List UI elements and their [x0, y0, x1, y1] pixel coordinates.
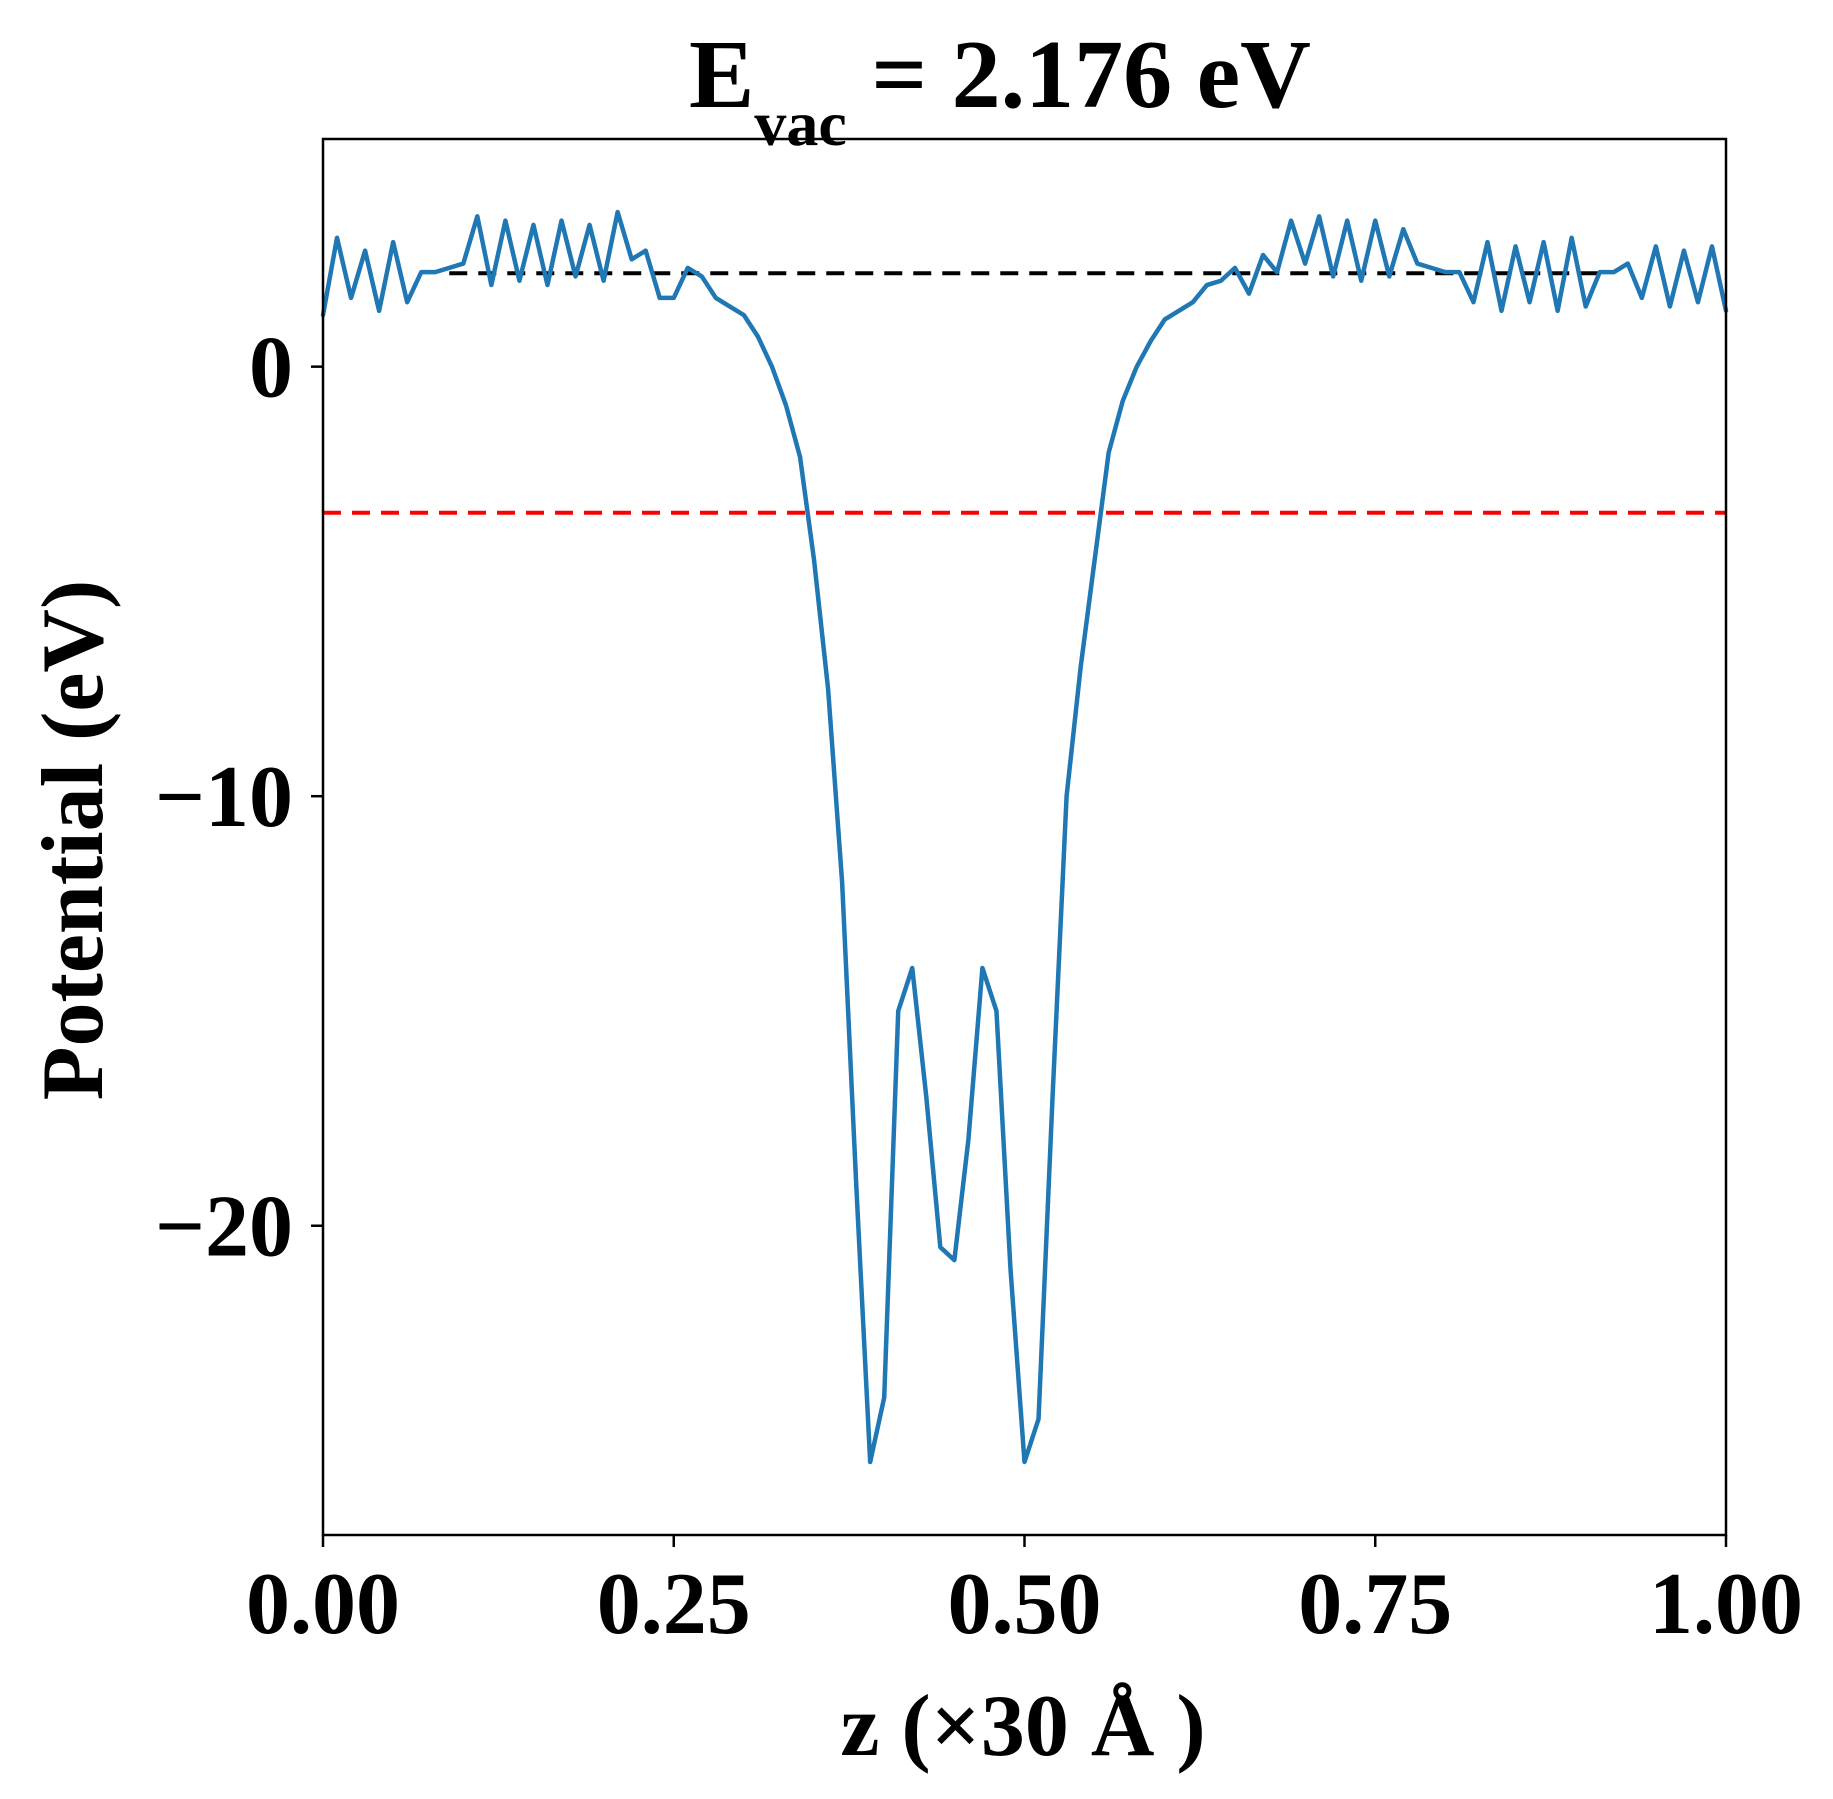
- chart-title-subscript: vac: [754, 88, 846, 159]
- y-axis-label: Potential (eV): [25, 580, 122, 1100]
- chart-title-rest: = 2.176 eV: [847, 21, 1311, 129]
- x-tick-label: 0.75: [1298, 1556, 1452, 1653]
- y-tick-label: −10: [155, 749, 293, 846]
- series-line-0: [320, 209, 1729, 1465]
- x-tick-label: 0.00: [246, 1556, 400, 1653]
- chart-title-main: E: [689, 21, 754, 129]
- plot-area: 0.00 0.25 0.50 0.75 1.00 0 −10 −20: [155, 137, 1803, 1653]
- chart-title: Evac = 2.176 eV: [689, 21, 1311, 159]
- y-tick-label: −20: [155, 1179, 293, 1276]
- y-tick-label: 0: [249, 320, 293, 417]
- x-tick-label: 1.00: [1649, 1556, 1803, 1653]
- x-tick-label: 0.25: [597, 1556, 751, 1653]
- x-tick-label: 0.50: [948, 1556, 1102, 1653]
- x-axis-label: z (×30 Å ): [840, 1678, 1205, 1775]
